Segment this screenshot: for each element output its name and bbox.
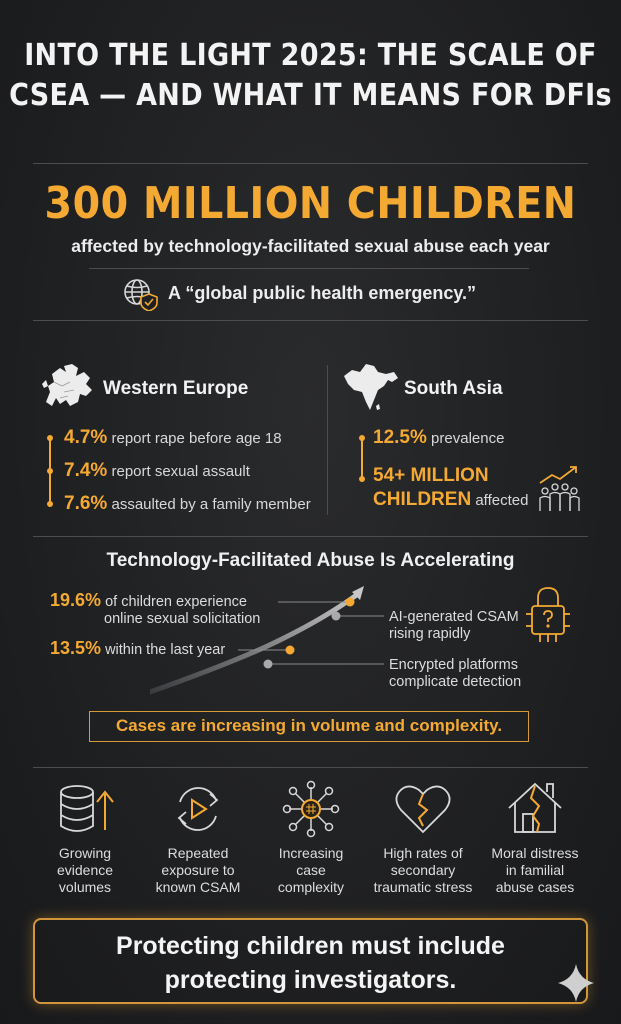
replay-icon xyxy=(177,787,219,831)
stat-item: 4.7% report rape before age 18 xyxy=(64,427,282,448)
encryption-note: Encrypted platforms complicate detection xyxy=(389,657,522,690)
bullet-dot xyxy=(359,476,365,482)
lock-circuit-icon xyxy=(526,587,570,642)
divider xyxy=(89,268,529,269)
broken-house-icon xyxy=(508,782,562,833)
headline-stat: 300 MILLION CHILDREN xyxy=(44,178,577,229)
stat-item: 12.5% prevalence xyxy=(373,427,505,448)
tech-stat-last-year: 13.5% within the last year xyxy=(50,638,226,658)
callout-box: Cases are increasing in volume and compl… xyxy=(89,711,529,742)
tech-stat-solicitation: 19.6% of children experience online sexu… xyxy=(50,590,261,627)
database-arrow-icon xyxy=(60,785,114,832)
population-growth-icon xyxy=(539,466,580,511)
network-icon xyxy=(282,780,340,838)
europe-map-icon xyxy=(42,364,92,406)
sparkle-icon xyxy=(558,964,594,1002)
timeline-line xyxy=(361,438,363,480)
impact-label: High rates of secondary traumatic stress xyxy=(373,845,473,895)
section-title: Technology-Facilitated Abuse Is Accelera… xyxy=(106,550,515,571)
impact-label: Moral distress in familial abuse cases xyxy=(491,845,579,895)
bullet-dot xyxy=(359,435,365,441)
trend-arrow-graphic xyxy=(150,586,384,695)
globe-shield-icon xyxy=(124,279,158,311)
headline-subtext: affected by technology-facilitated sexua… xyxy=(71,236,550,256)
column-divider xyxy=(327,365,328,515)
stat-item: 7.4% report sexual assault xyxy=(64,460,250,481)
divider xyxy=(33,163,588,164)
impact-label: Growing evidence volumes xyxy=(56,845,114,895)
divider xyxy=(33,320,588,321)
bullet-dot xyxy=(47,468,53,474)
stat-item: 7.6% assaulted by a family member xyxy=(64,493,311,514)
region-title-western-europe: Western Europe xyxy=(103,378,249,399)
region-title-south-asia: South Asia xyxy=(404,378,503,399)
south-asia-map-icon xyxy=(344,364,398,410)
bullet-dot xyxy=(47,435,53,441)
impact-label: Repeated exposure to known CSAM xyxy=(155,845,241,895)
divider xyxy=(33,767,588,768)
broken-heart-icon xyxy=(395,785,451,834)
stat-item: 54+ MILLION CHILDREN affected xyxy=(373,465,529,510)
impact-label: Increasing case complexity xyxy=(277,845,345,895)
footer-callout: Protecting children must include protect… xyxy=(33,918,588,1004)
divider xyxy=(33,536,588,537)
bullet-dot xyxy=(47,501,53,507)
quote: A “global public health emergency.” xyxy=(168,283,477,303)
page-title: INTO THE LIGHT 2025: THE SCALE OF CSEA —… xyxy=(9,38,612,113)
ai-csam-note: AI-generated CSAM rising rapidly xyxy=(389,609,519,642)
